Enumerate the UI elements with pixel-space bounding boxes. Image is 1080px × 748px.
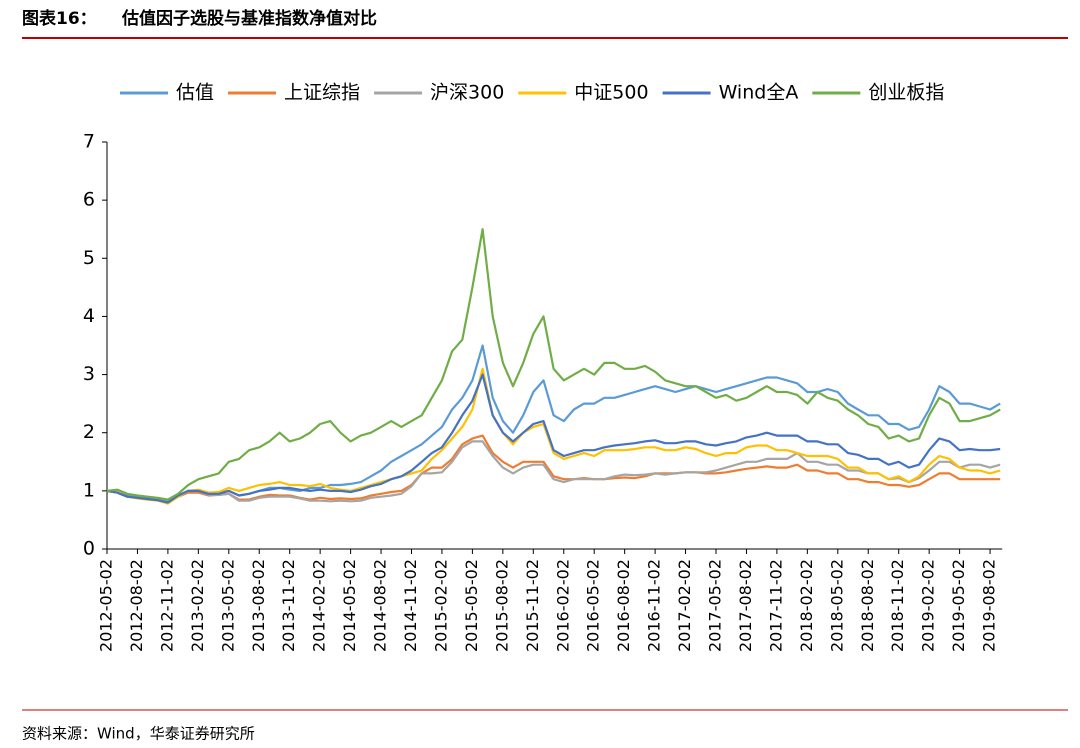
x-tick-label: 2019-08-02 <box>980 559 999 652</box>
x-tick-label: 2016-05-02 <box>584 559 603 652</box>
x-tick-label: 2012-11-02 <box>157 559 176 652</box>
x-tick-label: 2019-02-02 <box>919 559 938 652</box>
y-tick-label: 2 <box>83 421 95 443</box>
figure-label: 图表16： <box>22 8 97 29</box>
legend-label: 中证500 <box>574 82 648 104</box>
series-line <box>106 373 1001 504</box>
series-line <box>106 228 1001 501</box>
x-tick-label: 2015-02-02 <box>431 559 450 652</box>
y-tick-label: 4 <box>83 305 95 327</box>
y-tick-label: 6 <box>83 189 95 211</box>
x-tick-label: 2016-02-02 <box>553 559 572 652</box>
x-tick-label: 2017-02-02 <box>675 559 694 652</box>
chart-title: 估值因子选股与基准指数净值对比 <box>121 8 377 29</box>
legend-label: 上证综指 <box>284 82 360 104</box>
x-tick-label: 2017-11-02 <box>766 559 785 652</box>
y-tick-label: 0 <box>83 538 95 560</box>
x-tick-label: 2019-05-02 <box>949 559 968 652</box>
x-tick-label: 2017-05-02 <box>706 559 725 652</box>
series-line <box>106 440 1001 504</box>
x-tick-label: 2018-11-02 <box>888 559 907 652</box>
x-tick-label: 2018-02-02 <box>797 559 816 652</box>
series-line <box>106 434 1001 504</box>
x-tick-label: 2014-08-02 <box>371 559 390 652</box>
x-tick-label: 2014-11-02 <box>401 559 420 652</box>
x-tick-label: 2015-11-02 <box>523 559 542 652</box>
series-line <box>106 367 1001 505</box>
x-tick-label: 2017-08-02 <box>736 559 755 652</box>
y-tick-label: 5 <box>83 247 95 269</box>
x-tick-label: 2018-05-02 <box>827 559 846 652</box>
x-tick-label: 2018-08-02 <box>858 559 877 652</box>
legend-label: 估值 <box>176 82 214 104</box>
x-tick-label: 2013-02-02 <box>188 559 207 652</box>
x-tick-label: 2012-05-02 <box>97 559 116 652</box>
x-tick-label: 2015-05-02 <box>462 559 481 652</box>
x-tick-label: 2016-11-02 <box>645 559 664 652</box>
x-tick-label: 2015-08-02 <box>492 559 511 652</box>
legend-label: 沪深300 <box>430 82 504 104</box>
x-tick-label: 2013-11-02 <box>279 559 298 652</box>
x-tick-label: 2013-05-02 <box>218 559 237 652</box>
x-tick-label: 2016-08-02 <box>614 559 633 652</box>
x-tick-label: 2013-08-02 <box>249 559 268 652</box>
x-tick-label: 2014-05-02 <box>340 559 359 652</box>
legend-label: Wind全A <box>719 82 799 104</box>
y-tick-label: 3 <box>83 363 95 385</box>
y-tick-label: 1 <box>83 479 95 501</box>
y-tick-label: 7 <box>83 131 95 153</box>
x-tick-label: 2012-08-02 <box>127 559 146 652</box>
legend-label: 创业板指 <box>868 82 944 104</box>
source-note: 资料来源：Wind，华泰证券研究所 <box>22 725 255 743</box>
x-tick-label: 2014-02-02 <box>310 559 329 652</box>
